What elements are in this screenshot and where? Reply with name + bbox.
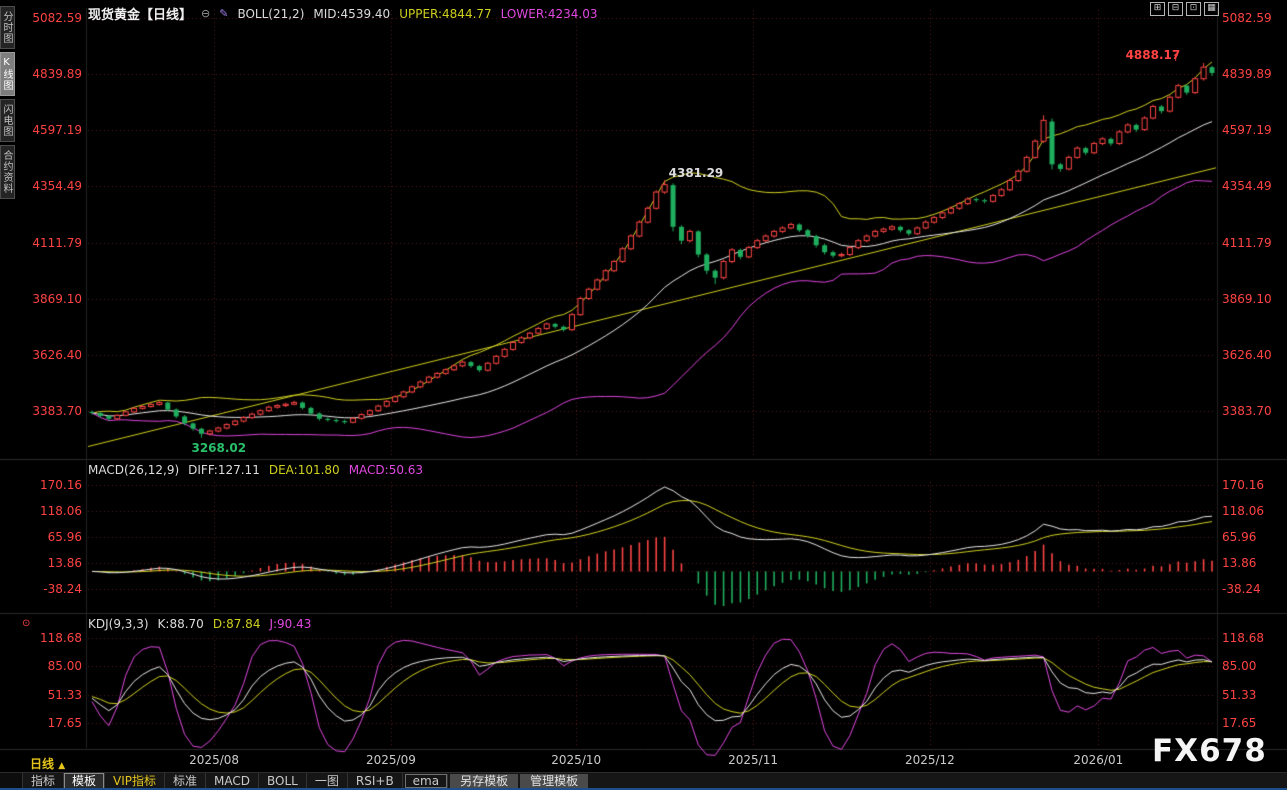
price-axis-label: -38.24 bbox=[43, 582, 82, 596]
alert-dot-icon: ⊙ bbox=[22, 618, 31, 629]
layout-icons: ⊞ ⊟ ⊡ ▦ bbox=[1150, 2, 1219, 16]
layout-two-pane-icon[interactable]: ⊟ bbox=[1168, 2, 1183, 16]
sidebar-item-contract-info[interactable]: 合约资料 bbox=[0, 145, 15, 199]
layout-single-icon[interactable]: ⊞ bbox=[1150, 2, 1165, 16]
price-axis-label: 5082.59 bbox=[1222, 11, 1272, 25]
price-axis-label: 118.68 bbox=[1222, 631, 1264, 645]
price-axis-label: 4111.79 bbox=[1222, 235, 1272, 250]
footer-tab-boll[interactable]: BOLL bbox=[259, 773, 307, 789]
date-label: 2026/01 bbox=[1073, 753, 1124, 767]
layout-three-pane-icon[interactable]: ⊡ bbox=[1186, 2, 1201, 16]
price-axis-label: 13.86 bbox=[47, 556, 82, 570]
price-axis-label: 65.96 bbox=[47, 530, 82, 544]
price-axis-label: 85.00 bbox=[1222, 659, 1257, 674]
macd-header: MACD(26,12,9) DIFF:127.11 DEA:101.80 MAC… bbox=[88, 463, 423, 477]
price-axis-label: 4839.89 bbox=[1222, 67, 1272, 82]
price-axis-label: 65.96 bbox=[1222, 530, 1257, 544]
footer-tab-manage-templates[interactable]: 管理模板 bbox=[520, 774, 589, 788]
footer-tab-standard[interactable]: 标准 bbox=[165, 773, 207, 789]
kdj-header: KDJ(9,3,3) K:88.70 D:87.84 J:90.43 bbox=[88, 617, 311, 631]
price-axis-label: 5082.59 bbox=[32, 11, 82, 25]
annotation-peak: 4381.29 bbox=[668, 166, 724, 181]
sidebar-item-flash[interactable]: 闪电图 bbox=[0, 99, 15, 142]
footer-tab-templates[interactable]: 模板 bbox=[64, 773, 106, 789]
price-axis-label: 4354.49 bbox=[32, 179, 82, 194]
boll-lower-value: LOWER:4234.03 bbox=[500, 6, 598, 21]
price-axis-label: 4354.49 bbox=[1222, 179, 1272, 194]
price-axis-label: 118.06 bbox=[1222, 504, 1264, 518]
macd-hist-value: MACD:50.63 bbox=[348, 463, 424, 477]
price-axis-label: 3626.40 bbox=[1222, 347, 1272, 362]
price-axis-label: 4111.79 bbox=[32, 235, 82, 250]
price-axis-label: 4839.89 bbox=[32, 67, 82, 82]
price-axis-label: 3383.70 bbox=[32, 403, 82, 418]
footer-tab-save-template[interactable]: 另存模板 bbox=[450, 774, 519, 788]
footer-corner bbox=[0, 773, 23, 789]
chevron-up-icon: ▲ bbox=[58, 761, 66, 771]
boll-upper-value: UPPER:4844.77 bbox=[399, 6, 492, 21]
kdj-j-value: J:90.43 bbox=[269, 617, 312, 631]
arrow-up-icon: ↑ bbox=[1171, 52, 1180, 64]
collapse-icon[interactable]: ⊖ bbox=[201, 7, 211, 20]
date-label: 2025/08 bbox=[189, 753, 240, 767]
footer-tab-one-chart[interactable]: 一图 bbox=[307, 773, 348, 789]
bottom-edge bbox=[0, 788, 1287, 790]
price-axis-label: 51.33 bbox=[47, 687, 82, 702]
chart-type-sidebar: 分时图 K线图 闪电图 合约资料 bbox=[0, 6, 15, 199]
annotation-recent-high: 4888.17 bbox=[1125, 47, 1181, 62]
annotation-pen-icon[interactable]: ✎ bbox=[219, 7, 229, 20]
price-axis-label: -38.24 bbox=[1222, 582, 1261, 596]
footer-tab-rsi-b[interactable]: RSI+B bbox=[348, 773, 403, 789]
price-axis-label: 170.16 bbox=[1222, 478, 1264, 492]
price-axis-label: 85.00 bbox=[47, 659, 82, 674]
price-axis-label: 3869.10 bbox=[32, 291, 82, 306]
price-axis-label: 118.06 bbox=[40, 504, 82, 518]
period-label: 日线 bbox=[30, 757, 55, 771]
sidebar-item-kline[interactable]: K线图 bbox=[0, 52, 15, 96]
footer-tab-macd[interactable]: MACD bbox=[206, 773, 260, 789]
footer-tab-ema[interactable]: ema bbox=[405, 774, 449, 788]
date-label: 2025/10 bbox=[551, 753, 602, 767]
symbol-title: 现货黄金【日线】 bbox=[88, 8, 193, 23]
footer-tab-indicators[interactable]: 指标 bbox=[23, 773, 65, 789]
price-axis-label: 3626.40 bbox=[32, 347, 82, 362]
bottom-toolbar: 指标 模板 VIP指标 标准 MACD BOLL 一图 RSI+B ema 另存模板 管理模板 bbox=[0, 772, 1287, 789]
price-axis-label: 17.65 bbox=[47, 715, 82, 730]
price-axis-label: 4597.19 bbox=[1222, 123, 1272, 138]
kdj-label: KDJ(9,3,3) bbox=[88, 617, 149, 631]
macd-dea-value: DEA:101.80 bbox=[268, 463, 340, 477]
date-label: 2025/11 bbox=[728, 753, 778, 767]
price-axis-label: 118.68 bbox=[40, 631, 82, 645]
main-chart-header: 现货黄金【日线】 ⊖ ✎ BOLL(21,2) MID:4539.40 UPPE… bbox=[88, 4, 598, 24]
boll-label: BOLL(21,2) bbox=[237, 6, 305, 21]
sidebar-item-timeshare[interactable]: 分时图 bbox=[0, 6, 15, 49]
boll-mid-value: MID:4539.40 bbox=[313, 6, 391, 21]
macd-diff-value: DIFF:127.11 bbox=[188, 463, 260, 477]
price-axis-label: 4597.19 bbox=[32, 123, 82, 138]
period-selector[interactable]: 日线 ▲ bbox=[30, 755, 65, 772]
price-axis-label: 51.33 bbox=[1222, 687, 1257, 702]
kdj-d-value: D:87.84 bbox=[212, 617, 261, 631]
layout-grid-icon[interactable]: ▦ bbox=[1204, 2, 1219, 16]
date-label: 2025/09 bbox=[366, 753, 416, 767]
price-axis-label: 17.65 bbox=[1222, 715, 1257, 730]
footer-tab-vip-indicators[interactable]: VIP指标 bbox=[105, 773, 166, 789]
kdj-k-value: K:88.70 bbox=[157, 617, 204, 631]
price-axis-label: 3869.10 bbox=[1222, 291, 1272, 306]
macd-label: MACD(26,12,9) bbox=[88, 463, 180, 477]
price-axis-label: 3383.70 bbox=[1222, 403, 1272, 418]
watermark-logo: FX678 bbox=[1152, 733, 1267, 769]
annotation-low: 3268.02 bbox=[191, 440, 247, 455]
price-axis-label: 170.16 bbox=[40, 478, 82, 492]
price-axis-label: 13.86 bbox=[1222, 556, 1257, 570]
date-label: 2025/12 bbox=[904, 753, 955, 767]
